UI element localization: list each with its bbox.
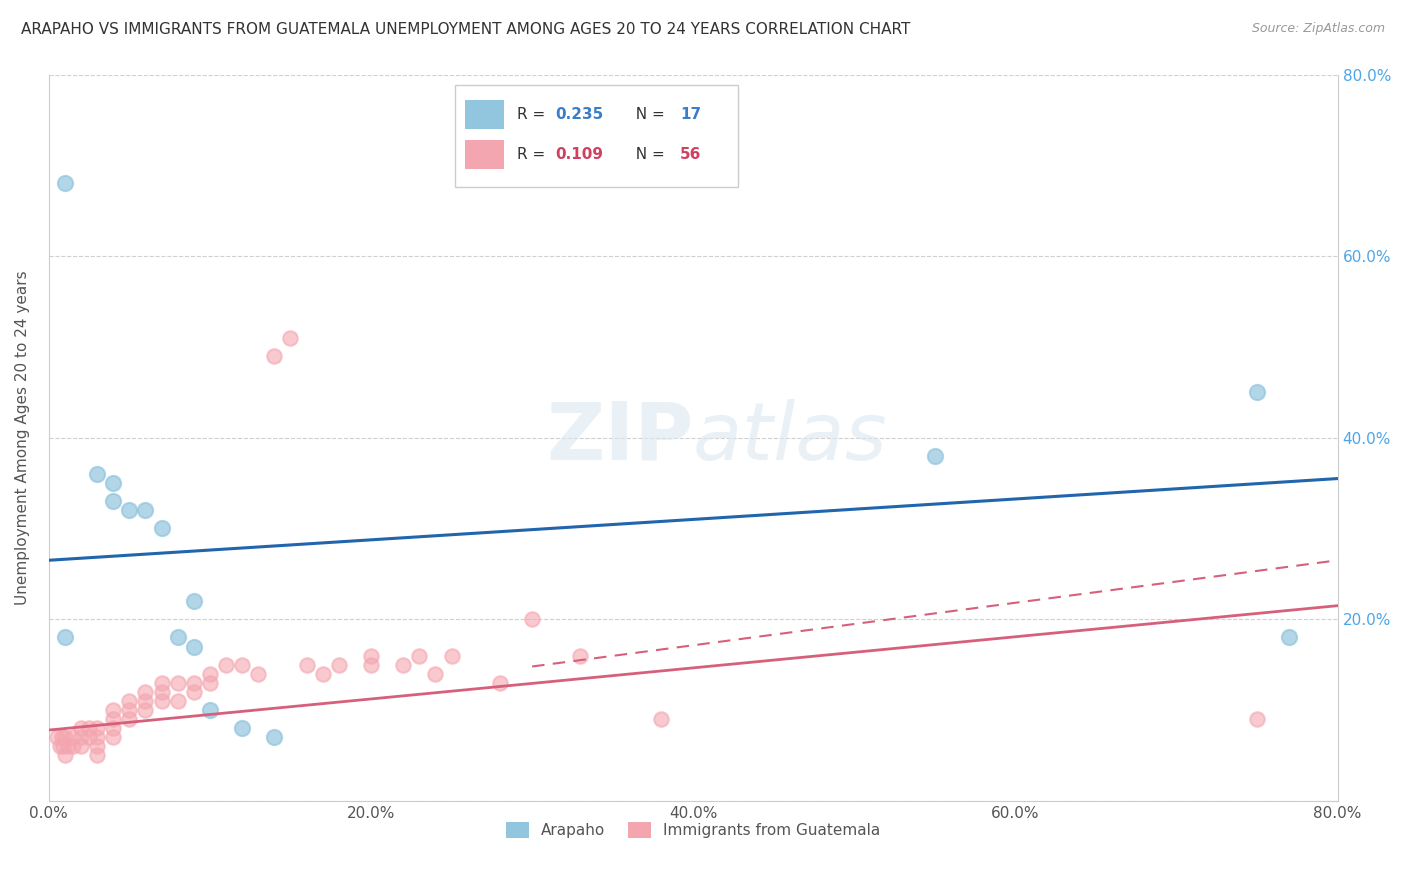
FancyBboxPatch shape <box>454 86 738 187</box>
Point <box>650 712 672 726</box>
Point <box>45 731 67 745</box>
Point <box>360 648 382 663</box>
Text: 17: 17 <box>681 107 702 122</box>
Point <box>86 731 108 745</box>
Point <box>103 476 125 491</box>
Text: R =: R = <box>516 147 550 162</box>
Y-axis label: Unemployment Among Ages 20 to 24 years: Unemployment Among Ages 20 to 24 years <box>15 270 30 605</box>
Point <box>166 676 188 690</box>
Point <box>56 739 79 754</box>
Point <box>569 648 592 663</box>
Text: ARAPAHO VS IMMIGRANTS FROM GUATEMALA UNEMPLOYMENT AMONG AGES 20 TO 24 YEARS CORR: ARAPAHO VS IMMIGRANTS FROM GUATEMALA UNE… <box>21 22 911 37</box>
Point <box>425 666 447 681</box>
Point <box>49 739 72 754</box>
Point <box>62 739 84 754</box>
Point <box>150 694 173 708</box>
Point <box>103 721 125 735</box>
Point <box>183 594 205 608</box>
Point <box>70 731 93 745</box>
Bar <box>465 100 503 129</box>
Point <box>198 703 221 717</box>
Point <box>1246 712 1268 726</box>
Point <box>118 694 141 708</box>
Text: 56: 56 <box>681 147 702 162</box>
Point <box>440 648 463 663</box>
Point <box>1278 631 1301 645</box>
Point <box>134 694 156 708</box>
Point <box>198 676 221 690</box>
Bar <box>465 140 503 169</box>
Text: atlas: atlas <box>693 399 889 476</box>
Point <box>134 685 156 699</box>
Point <box>118 703 141 717</box>
Point <box>134 503 156 517</box>
Text: N =: N = <box>626 107 669 122</box>
Text: N =: N = <box>626 147 669 162</box>
Point <box>263 349 285 363</box>
Text: ZIP: ZIP <box>546 399 693 476</box>
Point <box>408 648 430 663</box>
Point <box>53 731 76 745</box>
Point <box>77 731 100 745</box>
Point <box>360 657 382 672</box>
Point <box>183 676 205 690</box>
Point <box>183 685 205 699</box>
Point <box>53 748 76 763</box>
Point <box>295 657 318 672</box>
Point <box>150 676 173 690</box>
Point <box>263 731 285 745</box>
Text: Source: ZipAtlas.com: Source: ZipAtlas.com <box>1251 22 1385 36</box>
Point <box>520 612 543 626</box>
Point <box>150 521 173 535</box>
Point <box>77 721 100 735</box>
Point <box>150 685 173 699</box>
Point <box>924 449 946 463</box>
Point <box>86 748 108 763</box>
Legend: Arapaho, Immigrants from Guatemala: Arapaho, Immigrants from Guatemala <box>499 816 887 844</box>
Point <box>328 657 350 672</box>
Point <box>53 177 76 191</box>
Point <box>62 731 84 745</box>
Point <box>231 657 253 672</box>
Point <box>86 721 108 735</box>
Point <box>52 739 75 754</box>
Text: 0.109: 0.109 <box>555 147 603 162</box>
Text: 0.235: 0.235 <box>555 107 603 122</box>
Point <box>118 503 141 517</box>
Point <box>103 703 125 717</box>
Point <box>86 467 108 481</box>
Point <box>198 666 221 681</box>
Point <box>166 631 188 645</box>
Point <box>51 731 73 745</box>
Point <box>103 731 125 745</box>
Point <box>231 721 253 735</box>
Point <box>166 694 188 708</box>
Point <box>1246 385 1268 400</box>
Point <box>311 666 333 681</box>
Text: R =: R = <box>516 107 550 122</box>
Point <box>134 703 156 717</box>
Point <box>70 721 93 735</box>
Point <box>118 712 141 726</box>
Point <box>103 494 125 508</box>
Point <box>215 657 238 672</box>
Point <box>280 331 302 345</box>
Point <box>86 739 108 754</box>
Point <box>103 712 125 726</box>
Point <box>70 739 93 754</box>
Point <box>53 631 76 645</box>
Point <box>247 666 270 681</box>
Point <box>489 676 512 690</box>
Point <box>392 657 415 672</box>
Point <box>183 640 205 654</box>
